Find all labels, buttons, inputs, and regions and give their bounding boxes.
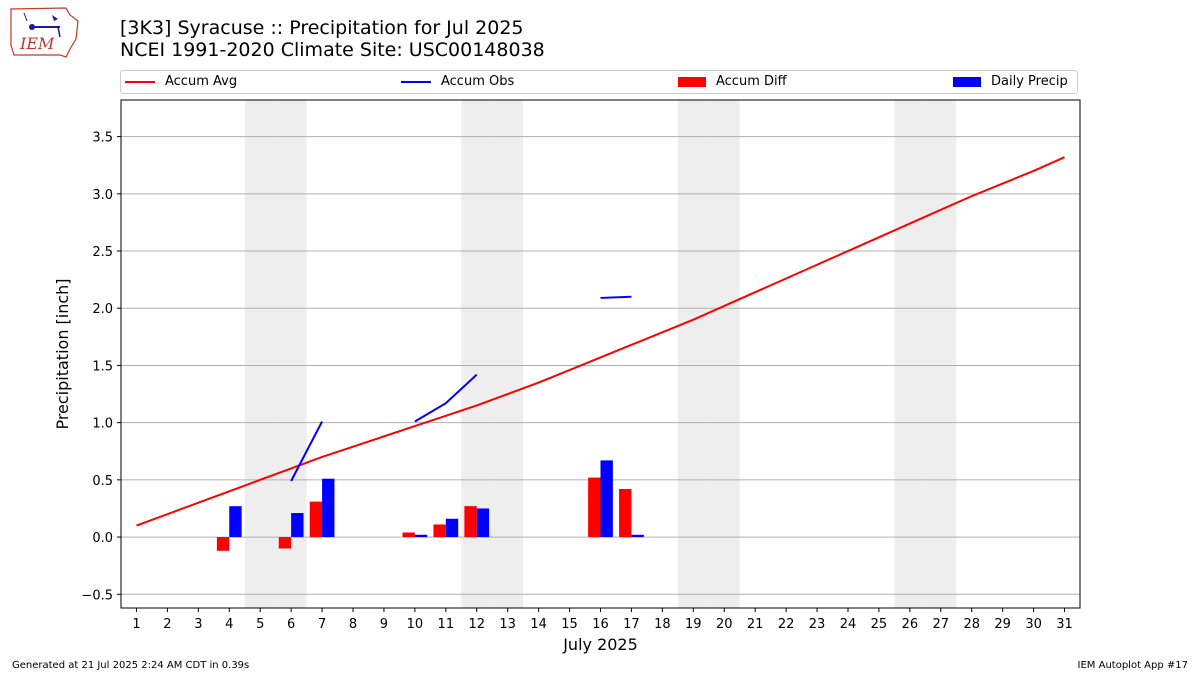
x-tick-label: 3: [194, 617, 202, 632]
bar-daily-precip: [229, 506, 242, 538]
x-tick-label: 29: [994, 617, 1011, 632]
bar-accum-diff: [619, 489, 632, 538]
weekend-band: [925, 100, 957, 608]
y-tick-label: 2.0: [92, 302, 113, 317]
bar-accum-diff: [278, 537, 292, 549]
x-tick-label: 8: [349, 617, 357, 632]
bar-daily-precip: [476, 508, 490, 538]
legend-swatch-accum-diff: [678, 77, 706, 87]
y-tick-label: 1.0: [92, 417, 113, 432]
weekend-band: [894, 100, 926, 608]
x-tick-label: 5: [256, 617, 264, 632]
iem-logo: IEM: [8, 5, 80, 59]
x-tick-label: 25: [871, 617, 888, 632]
bar-daily-precip: [631, 534, 644, 538]
bar-daily-precip: [322, 478, 335, 538]
x-tick-label: 22: [778, 617, 795, 632]
bar-daily-precip: [445, 518, 459, 538]
x-tick-label: 17: [623, 617, 640, 632]
line-accum-obs: [600, 295, 632, 299]
legend-label-accum-diff: Accum Diff: [716, 74, 787, 89]
y-tick-label: 1.5: [92, 359, 113, 374]
y-tick-label: 2.5: [92, 245, 113, 260]
bar-accum-diff: [309, 501, 323, 538]
legend-label-daily-precip: Daily Precip: [991, 74, 1068, 89]
legend-item-accum-obs: Accum Obs: [401, 73, 514, 91]
x-tick-label: 31: [1056, 617, 1073, 632]
x-tick-label: 11: [438, 617, 455, 632]
bar-accum-diff: [464, 506, 477, 538]
legend-swatch-accum-obs: [401, 81, 431, 83]
bar-daily-precip: [600, 460, 613, 538]
weekend-band: [708, 100, 740, 608]
x-tick-label: 9: [380, 617, 388, 632]
line-accum-obs: [414, 373, 478, 423]
x-tick-label: 1: [132, 617, 140, 632]
weekend-band: [677, 100, 709, 608]
weekend-band: [492, 100, 524, 608]
x-tick-label: 7: [318, 617, 326, 632]
weekend-band: [244, 100, 276, 608]
legend-label-accum-obs: Accum Obs: [441, 74, 515, 89]
bar-accum-diff: [216, 537, 230, 551]
chart-title: [3K3] Syracuse :: Precipitation for Jul …: [120, 17, 545, 61]
x-tick-label: 27: [933, 617, 950, 632]
title-line-1: [3K3] Syracuse :: Precipitation for Jul …: [120, 17, 524, 39]
x-tick-label: 15: [561, 617, 578, 632]
x-tick-label: 13: [499, 617, 516, 632]
x-tick-label: 23: [809, 617, 826, 632]
x-tick-label: 14: [530, 617, 547, 632]
legend-item-accum-diff: Accum Diff: [678, 73, 787, 91]
y-tick-label: 3.5: [92, 131, 113, 146]
bar-daily-precip: [414, 534, 428, 538]
x-axis-label: July 2025: [562, 635, 638, 654]
legend-label-accum-avg: Accum Avg: [165, 74, 238, 89]
x-tick-label: 26: [902, 617, 919, 632]
bar-daily-precip: [291, 513, 304, 538]
legend-item-accum-avg: Accum Avg: [125, 73, 237, 91]
x-tick-label: 6: [287, 617, 295, 632]
x-tick-label: 24: [840, 617, 857, 632]
y-tick-label: −0.5: [81, 588, 113, 603]
bar-accum-diff: [588, 477, 601, 538]
line-accum-obs: [290, 421, 323, 482]
y-axis-label: Precipitation [inch]: [53, 278, 72, 429]
x-tick-label: 19: [685, 617, 702, 632]
generated-timestamp: Generated at 21 Jul 2025 2:24 AM CDT in …: [12, 660, 250, 671]
x-tick-label: 30: [1025, 617, 1042, 632]
y-tick-label: 3.0: [92, 188, 113, 203]
iem-iowa-logo-icon: IEM: [10, 7, 79, 58]
x-tick-label: 4: [225, 617, 233, 632]
y-tick-label: 0.5: [92, 474, 113, 489]
chart-legend: Accum Avg Accum Obs Accum Diff Daily Pre…: [120, 70, 1078, 94]
app-credit: IEM Autoplot App #17: [1077, 660, 1188, 671]
x-tick-label: 20: [716, 617, 733, 632]
x-tick-label: 12: [468, 617, 485, 632]
x-tick-label: 16: [592, 617, 609, 632]
svg-text:IEM: IEM: [19, 34, 55, 53]
legend-swatch-daily-precip: [953, 77, 981, 87]
x-tick-label: 21: [747, 617, 764, 632]
bar-accum-diff: [402, 532, 415, 538]
line-accum-avg: [136, 156, 1065, 527]
y-tick-label: 0.0: [92, 531, 113, 546]
bar-accum-diff: [433, 524, 446, 538]
x-tick-label: 28: [963, 617, 980, 632]
legend-item-daily-precip: Daily Precip: [953, 73, 1068, 91]
legend-swatch-accum-avg: [125, 81, 155, 83]
x-tick-label: 10: [407, 617, 424, 632]
x-tick-label: 18: [654, 617, 671, 632]
title-line-2: NCEI 1991-2020 Climate Site: USC00148038: [120, 39, 545, 61]
x-tick-label: 2: [163, 617, 171, 632]
